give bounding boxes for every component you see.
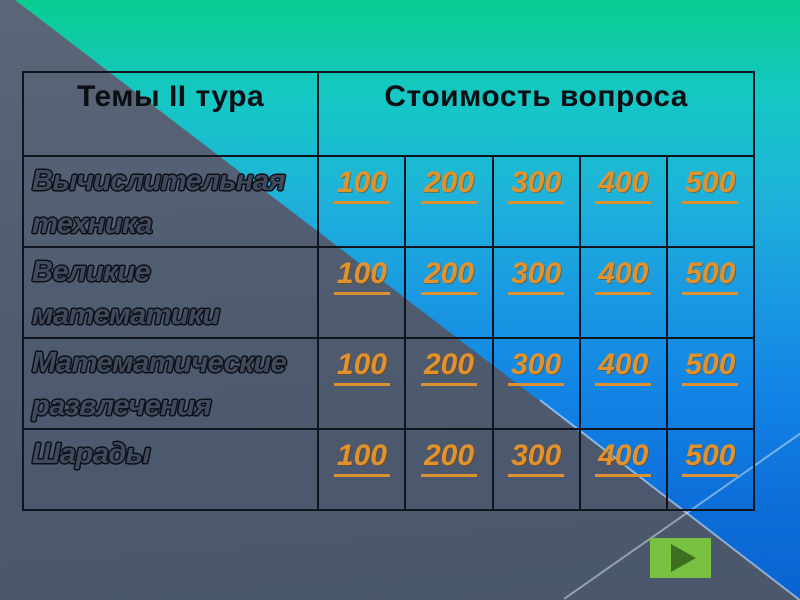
next-button[interactable] <box>650 538 711 578</box>
value-cell: 300 <box>491 337 581 430</box>
question-value-link[interactable]: 300 <box>508 166 565 204</box>
question-value-link[interactable]: 100 <box>333 257 390 295</box>
table-row-entertainment: Математические развлечения 100 200 300 4… <box>21 337 756 430</box>
question-value-link[interactable]: 200 <box>421 439 478 477</box>
topic-cell: Вычислительная техника <box>21 155 320 248</box>
value-cell: 100 <box>317 155 407 248</box>
question-value-link[interactable]: 400 <box>595 439 652 477</box>
header-topics-cell: Темы II тура <box>21 71 320 157</box>
table-header-row: Темы II тура Стоимость вопроса <box>21 71 755 157</box>
question-value-link[interactable]: 200 <box>421 348 478 386</box>
question-value-link[interactable]: 200 <box>421 166 478 204</box>
question-value-link[interactable]: 400 <box>595 166 652 204</box>
play-arrow-icon <box>670 544 696 572</box>
value-cell: 300 <box>491 246 581 339</box>
table-row-mathematicians: Великие математики 100 200 300 400 500 <box>21 246 756 339</box>
question-value-link[interactable]: 500 <box>682 348 739 386</box>
question-value-link[interactable]: 200 <box>421 257 478 295</box>
topic-cell: Великие математики <box>21 246 320 339</box>
value-cell: 100 <box>317 246 407 339</box>
topic-label: Великие математики <box>32 256 220 331</box>
question-value-link[interactable]: 400 <box>595 257 652 295</box>
table-row-charades: Шарады 100 200 300 400 500 <box>21 428 756 511</box>
value-cell: 400 <box>578 428 668 511</box>
value-cell: 100 <box>317 337 407 430</box>
value-cell: 500 <box>665 428 756 511</box>
value-cell: 400 <box>578 155 668 248</box>
topic-label: Вычислительная техника <box>32 165 286 240</box>
question-value-link[interactable]: 500 <box>682 166 739 204</box>
topic-label: Математические развлечения <box>32 347 287 422</box>
header-cost-cell: Стоимость вопроса <box>317 71 755 157</box>
topic-cell: Шарады <box>21 428 320 511</box>
value-cell: 200 <box>404 155 494 248</box>
question-value-link[interactable]: 500 <box>682 439 739 477</box>
value-cell: 400 <box>578 246 668 339</box>
question-value-link[interactable]: 100 <box>333 166 390 204</box>
table-row-computing: Вычислительная техника 100 200 300 400 5… <box>21 155 756 248</box>
question-value-link[interactable]: 300 <box>508 257 565 295</box>
value-cell: 500 <box>665 337 756 430</box>
question-value-link[interactable]: 300 <box>508 348 565 386</box>
value-cell: 500 <box>665 155 756 248</box>
topic-label: Шарады <box>32 438 151 470</box>
value-cell: 300 <box>491 428 581 511</box>
question-value-link[interactable]: 300 <box>508 439 565 477</box>
value-cell: 300 <box>491 155 581 248</box>
header-cost-label: Стоимость вопроса <box>384 80 688 113</box>
value-cell: 200 <box>404 246 494 339</box>
question-value-link[interactable]: 100 <box>333 348 390 386</box>
question-value-link[interactable]: 100 <box>333 439 390 477</box>
value-cell: 200 <box>404 428 494 511</box>
topic-cell: Математические развлечения <box>21 337 320 430</box>
question-value-link[interactable]: 500 <box>682 257 739 295</box>
value-cell: 100 <box>317 428 407 511</box>
value-cell: 200 <box>404 337 494 430</box>
question-value-link[interactable]: 400 <box>595 348 652 386</box>
value-cell: 500 <box>665 246 756 339</box>
question-board-table: Темы II тура Стоимость вопроса Вычислите… <box>21 71 756 511</box>
header-topics-label: Темы II тура <box>77 80 265 113</box>
value-cell: 400 <box>578 337 668 430</box>
